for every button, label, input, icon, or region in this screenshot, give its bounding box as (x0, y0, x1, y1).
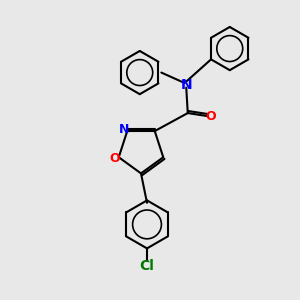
Text: O: O (110, 152, 121, 165)
Text: Cl: Cl (140, 260, 154, 273)
Text: O: O (206, 110, 217, 123)
Text: N: N (119, 123, 129, 136)
Text: N: N (180, 78, 192, 92)
